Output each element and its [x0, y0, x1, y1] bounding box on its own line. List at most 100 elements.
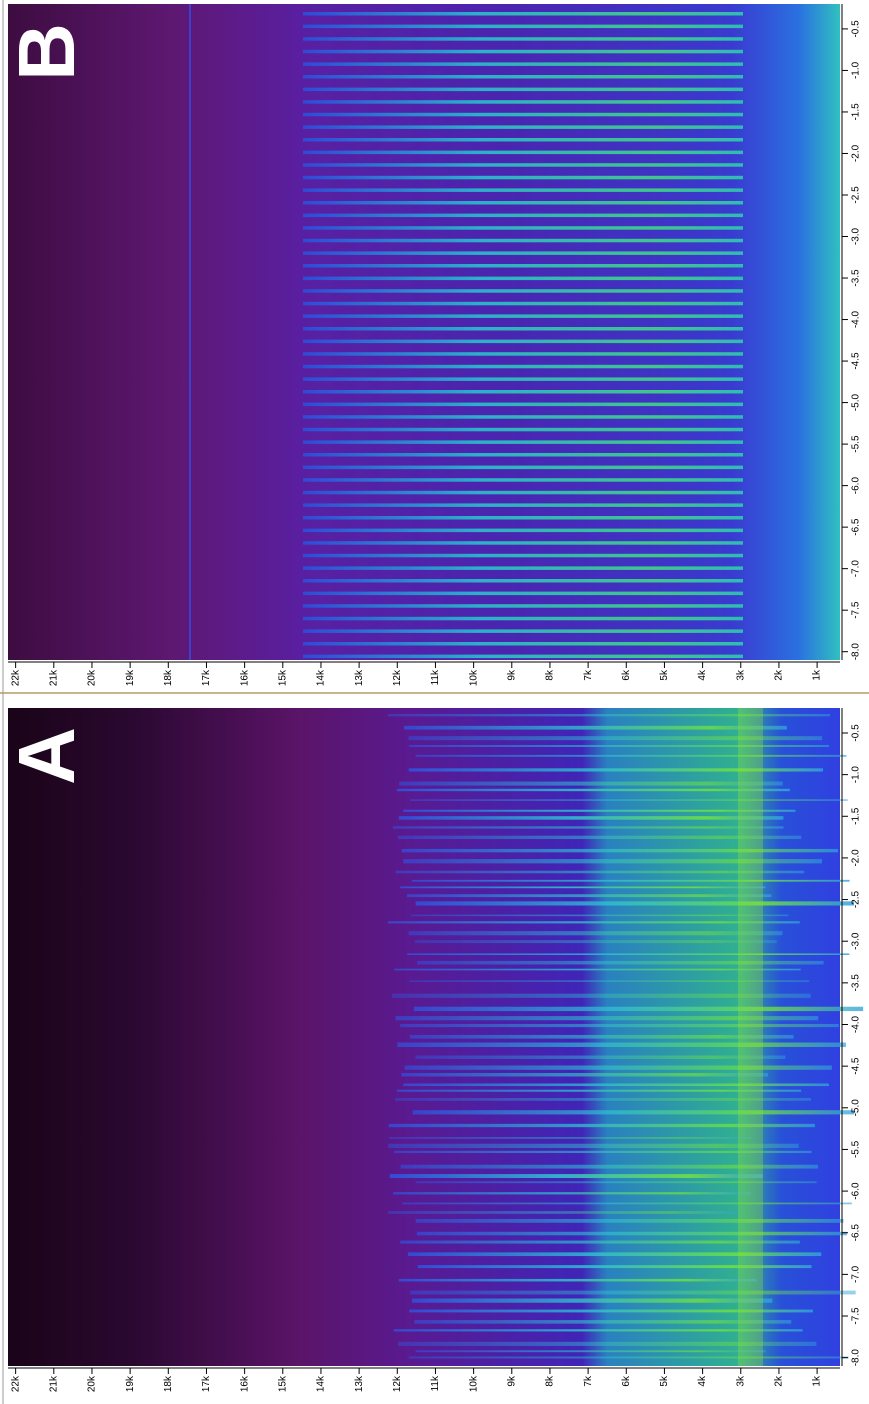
harmonic-band — [303, 226, 743, 230]
y-tick-label: -2.5 — [851, 186, 862, 204]
x-tick-label: 16k — [239, 669, 250, 686]
onset-band — [409, 1309, 813, 1313]
onset-band — [408, 736, 823, 741]
onset-band — [403, 1083, 829, 1087]
harmonic-band — [303, 301, 743, 306]
harmonic-band — [303, 188, 743, 192]
harmonic-band — [303, 566, 743, 570]
x-tick-label: 6k — [621, 1375, 632, 1387]
harmonic-band — [303, 490, 743, 495]
x-tick-label: 18k — [163, 669, 174, 686]
onset-band — [417, 1265, 812, 1269]
y-tick-label: -0.5 — [851, 20, 862, 38]
y-tick-label: -2.5 — [851, 891, 862, 909]
x-tick-label: 9k — [506, 1375, 517, 1387]
panel-label: B — [2, 23, 91, 81]
onset-band — [401, 848, 839, 853]
y-tick-label: -1.0 — [851, 766, 862, 784]
harmonic-band — [303, 339, 743, 344]
x-tick-label: 17k — [201, 1375, 212, 1392]
onset-band — [401, 1072, 769, 1077]
harmonic-band — [303, 125, 743, 129]
x-tick-label: 13k — [354, 669, 365, 686]
harmonic-band — [303, 553, 743, 558]
y-tick-label: -5.0 — [851, 394, 862, 412]
y-tick-label: -5.5 — [851, 435, 862, 453]
y-tick-label: -0.5 — [851, 724, 862, 742]
harmonic-band — [303, 276, 743, 281]
x-tick-label: 4k — [697, 669, 708, 681]
onset-band — [403, 725, 787, 730]
harmonic-band — [303, 440, 743, 444]
x-tick-label: 20k — [87, 1375, 98, 1392]
y-tick-label: -5.5 — [851, 1140, 862, 1158]
onset-band — [408, 931, 783, 936]
x-tick-label: 22k — [10, 669, 21, 686]
x-tick-label: 8k — [545, 1375, 556, 1387]
harmonic-band — [303, 314, 743, 318]
onset-band — [415, 1218, 844, 1223]
x-tick-label: 3k — [735, 669, 746, 681]
x-tick-label: 13k — [354, 1375, 365, 1392]
x-tick-label: 17k — [201, 669, 212, 686]
x-tick-label: 14k — [316, 1375, 327, 1392]
onset-band — [413, 1006, 864, 1012]
harmonic-band — [303, 364, 743, 369]
onset-band — [403, 859, 823, 864]
onset-band — [400, 886, 766, 889]
x-tick-label: 1k — [812, 1375, 823, 1387]
y-tick-label: -3.0 — [851, 227, 862, 245]
onset-band — [388, 1211, 739, 1214]
y-tick-label: -2.0 — [851, 144, 862, 162]
energy-band — [738, 708, 763, 1366]
harmonic-band — [303, 591, 743, 596]
x-tick-label: 22k — [10, 1375, 21, 1392]
harmonic-band — [303, 503, 743, 507]
y-tick-label: -3.5 — [851, 269, 862, 287]
x-tick-label: 16k — [239, 1375, 250, 1392]
onset-band — [388, 714, 831, 717]
onset-band — [410, 914, 789, 917]
harmonic-band — [303, 264, 743, 268]
harmonic-band — [303, 642, 743, 646]
y-tick-label: -3.0 — [851, 932, 862, 950]
harmonic-band — [303, 24, 743, 29]
onset-band — [400, 1164, 819, 1169]
harmonic-band — [303, 100, 743, 104]
x-tick-label: 5k — [659, 669, 670, 681]
onset-band — [415, 1350, 766, 1353]
y-tick-label: -4.5 — [851, 1057, 862, 1075]
harmonic-band — [303, 175, 743, 180]
onset-band — [397, 835, 802, 840]
harmonic-band — [303, 213, 743, 218]
harmonic-band — [303, 112, 743, 117]
onset-band — [416, 1231, 847, 1236]
onset-band — [415, 1181, 817, 1184]
x-tick-label: 15k — [277, 669, 288, 686]
x-tick-label: 8k — [545, 669, 556, 681]
x-tick-label: 9k — [506, 669, 517, 681]
harmonic-band — [303, 327, 743, 331]
harmonic-band — [303, 238, 743, 243]
x-tick-label: 5k — [659, 1375, 670, 1387]
harmonic-band — [303, 654, 743, 659]
y-tick-label: -1.5 — [851, 103, 862, 121]
y-tick-label: -6.5 — [851, 1224, 862, 1242]
onset-band — [403, 809, 796, 812]
x-tick-label: 12k — [392, 669, 403, 686]
y-tick-label: -6.0 — [851, 1182, 862, 1200]
harmonic-band — [303, 465, 743, 470]
x-tick-label: 14k — [316, 669, 327, 686]
x-tick-label: 2k — [774, 1375, 785, 1387]
onset-band — [411, 1298, 773, 1303]
x-tick-label: 11k — [430, 669, 441, 685]
onset-band — [398, 1341, 817, 1346]
x-tick-label: 7k — [583, 669, 594, 681]
onset-band — [393, 1329, 803, 1332]
onset-band — [398, 1278, 757, 1282]
harmonic-band — [303, 478, 743, 482]
onset-band — [402, 1202, 852, 1205]
x-tick-label: 12k — [392, 1375, 403, 1392]
harmonic-band — [303, 150, 743, 155]
